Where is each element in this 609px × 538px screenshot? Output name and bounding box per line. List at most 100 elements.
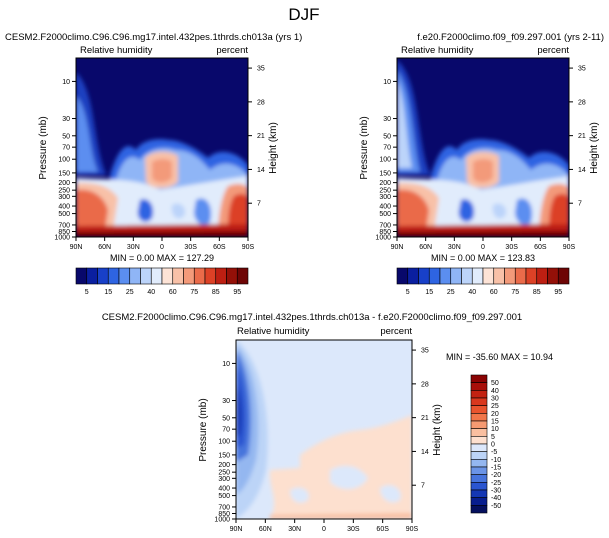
- panel-title: CESM2.F2000climo.C96.C96.mg17.intel.432p…: [102, 312, 522, 323]
- y2-axis-label: Height (km): [589, 122, 600, 174]
- colorbar-box: [97, 267, 109, 285]
- panel-difference: CESM2.F2000climo.C96.C96.mg17.intel.432p…: [102, 312, 553, 533]
- y-tick-label: 100: [379, 157, 391, 164]
- y-tick-label: 200: [379, 180, 391, 187]
- colorbar-box: [236, 267, 249, 285]
- colorbar-box: [118, 267, 131, 285]
- x-tick-label: 90S: [563, 244, 576, 251]
- y-tick-label: 10: [383, 79, 391, 86]
- y2-tick-label: 7: [421, 483, 425, 490]
- y2-axis-ticks: 35 28 21 14 7: [569, 66, 586, 208]
- x-tick-label: 0: [160, 244, 164, 251]
- colorbar-label: 25: [491, 403, 499, 410]
- x-tick-label: 30N: [448, 244, 461, 251]
- colorbar-box: [514, 267, 527, 285]
- colorbar-box: [470, 413, 488, 422]
- colorbar-box: [140, 267, 152, 285]
- x-tick-label: 30S: [505, 244, 518, 251]
- y-tick-label: 300: [218, 476, 230, 483]
- y-tick-label: 300: [58, 194, 70, 201]
- y-tick-label: 700: [218, 504, 230, 511]
- colorbar-box: [204, 267, 217, 285]
- y2-tick-label: 14: [578, 167, 586, 174]
- colorbar-box: [525, 267, 538, 285]
- colorbar-label: -15: [491, 465, 501, 472]
- colorbar-label: 15: [425, 289, 433, 296]
- colorbar-box: [86, 267, 98, 285]
- colorbar-label: 20: [491, 411, 499, 418]
- y2-axis-ticks: 35 28 21 14 7: [248, 66, 265, 208]
- y-axis-label: Pressure (mb): [198, 398, 209, 461]
- y-tick-label: 200: [218, 462, 230, 469]
- y-tick-label: 400: [379, 204, 391, 211]
- y-tick-label: 700: [379, 222, 391, 229]
- y2-tick-label: 21: [421, 415, 429, 422]
- colorbar-label: -5: [491, 449, 497, 456]
- colorbar-label: -10: [491, 457, 501, 464]
- y-tick-label: 500: [379, 211, 391, 218]
- right-string: percent: [216, 45, 248, 56]
- colorbar-box: [226, 267, 238, 285]
- y-tick-label: 30: [383, 116, 391, 123]
- y-tick-label: 70: [383, 145, 391, 152]
- colorbar-box: [172, 267, 184, 285]
- left-string: Relative humidity: [237, 326, 310, 337]
- y-tick-label: 850: [379, 229, 391, 236]
- colorbar-label: 50: [491, 380, 499, 387]
- colorbar: 5 15 25 40 60 75 85 95: [75, 267, 249, 296]
- y2-tick-label: 35: [578, 66, 586, 73]
- y-tick-label: 30: [222, 398, 230, 405]
- x-tick-label: 0: [322, 526, 326, 533]
- colorbar-label: 75: [190, 289, 198, 296]
- y-tick-label: 70: [222, 427, 230, 434]
- y2-tick-label: 7: [578, 201, 582, 208]
- y-tick-label: 1000: [214, 517, 230, 524]
- colorbar-label: 40: [468, 289, 476, 296]
- colorbar-box: [470, 451, 488, 460]
- colorbar-box: [428, 267, 441, 285]
- x-tick-label: 60S: [376, 526, 389, 533]
- colorbar-box: [536, 267, 548, 285]
- colorbar-box: [470, 374, 488, 383]
- x-tick-label: 30N: [288, 526, 301, 533]
- colorbar-box: [470, 382, 488, 391]
- colorbar-label: -40: [491, 495, 501, 502]
- colorbar-box: [482, 267, 495, 285]
- colorbar-label: 40: [147, 289, 155, 296]
- y2-tick-label: 28: [578, 99, 586, 106]
- colorbar-label: 95: [554, 289, 562, 296]
- colorbar-box: [215, 267, 227, 285]
- colorbar-box: [470, 497, 488, 506]
- colorbar-label: -20: [491, 472, 501, 479]
- colorbar-box: [161, 267, 174, 285]
- colorbar-box: [470, 459, 488, 468]
- colorbar-label: 60: [490, 289, 498, 296]
- right-string: percent: [537, 45, 569, 56]
- x-axis-ticks: 90N 60N 30N 0 30S 60S 90S: [230, 519, 419, 533]
- x-tick-label: 30N: [127, 244, 140, 251]
- x-tick-label: 60N: [98, 244, 111, 251]
- colorbar-label: 15: [491, 419, 499, 426]
- field-plot: [397, 58, 569, 237]
- y2-axis-ticks: 35 28 21 14 7: [412, 348, 429, 490]
- colorbar-box: [470, 420, 488, 429]
- colorbar-label: 0: [491, 442, 495, 449]
- colorbar-box: [471, 267, 484, 285]
- min-max-stats: MIN = -35.60 MAX = 10.94: [446, 352, 553, 362]
- y-tick-label: 30: [62, 116, 70, 123]
- colorbar-label: 95: [233, 289, 241, 296]
- left-string: Relative humidity: [401, 45, 474, 56]
- y-tick-label: 850: [58, 229, 70, 236]
- colorbar-box: [193, 267, 206, 285]
- colorbar-box: [470, 405, 488, 414]
- y2-axis-label: Height (km): [268, 122, 279, 174]
- x-tick-label: 60N: [419, 244, 432, 251]
- y2-tick-label: 28: [257, 99, 265, 106]
- y-tick-label: 700: [58, 222, 70, 229]
- x-tick-label: 90N: [70, 244, 83, 251]
- y2-tick-label: 35: [257, 66, 265, 73]
- x-tick-label: 90S: [406, 526, 419, 533]
